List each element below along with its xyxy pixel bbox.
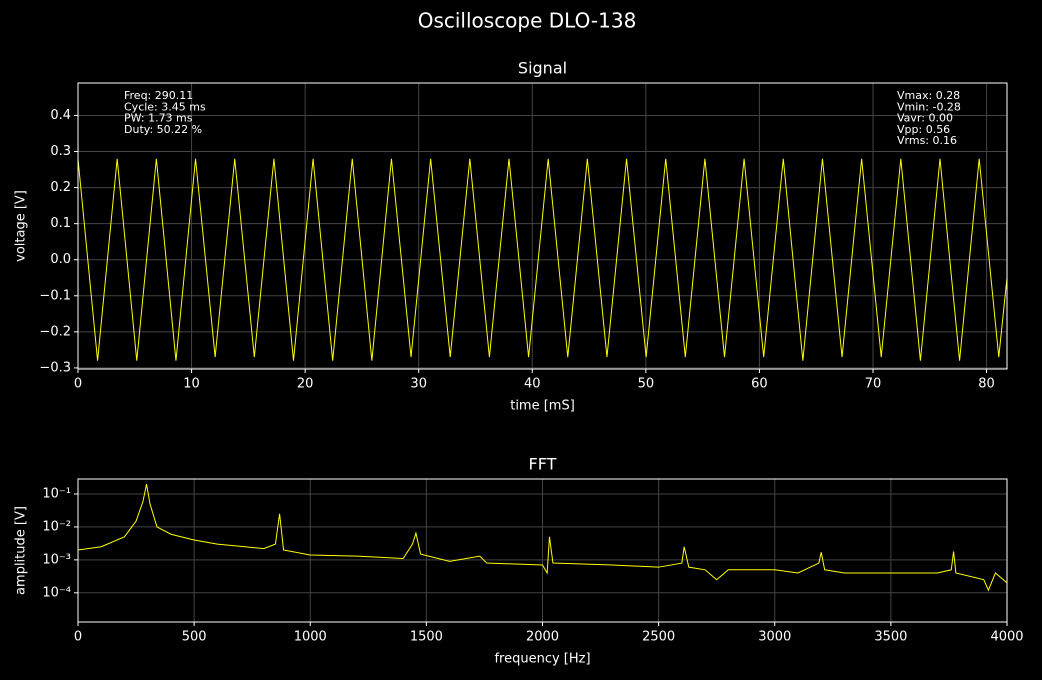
axes-frame <box>77 82 1008 370</box>
x-tick-label: 20 <box>297 377 314 392</box>
y-tick-label: 0.2 <box>50 180 71 195</box>
x-tick-label: 50 <box>638 377 655 392</box>
y-tick-label: 10⁻² <box>42 519 71 534</box>
annotation: Vavr: 0.00 <box>897 112 953 125</box>
subplot-title: Signal <box>518 59 567 78</box>
x-tick-label: 2500 <box>642 630 675 645</box>
annotation: Freq: 290.11 <box>124 89 193 102</box>
y-tick-label: 10⁻⁴ <box>42 585 71 600</box>
x-tick-label: 0 <box>74 630 82 645</box>
x-tick-label: 70 <box>865 377 882 392</box>
x-tick-label: 60 <box>751 377 768 392</box>
x-axis-label: time [mS] <box>510 399 575 414</box>
signal-line <box>77 158 1008 361</box>
x-tick-label: 0 <box>74 377 82 392</box>
annotation: Vrms: 0.16 <box>897 134 957 147</box>
y-axis-label: voltage [V] <box>14 190 29 262</box>
y-tick-label: 0.3 <box>50 144 71 159</box>
signal-line <box>77 483 1008 592</box>
figure-title: Oscilloscope DLO-138 <box>418 9 637 33</box>
x-tick-label: 10 <box>183 377 200 392</box>
annotation: Vpp: 0.56 <box>897 123 950 136</box>
annotation: Vmin: -0.28 <box>897 100 961 113</box>
y-tick-label: 0.4 <box>50 108 71 123</box>
x-tick-label: 40 <box>524 377 541 392</box>
y-tick-label: −0.2 <box>39 324 71 339</box>
annotation: PW: 1.73 ms <box>124 112 193 125</box>
y-tick-label: 10⁻³ <box>42 552 71 567</box>
x-tick-label: 30 <box>410 377 427 392</box>
annotation: Vmax: 0.28 <box>897 89 960 102</box>
annotation: Duty: 50.22 % <box>124 123 202 136</box>
x-tick-label: 3000 <box>758 630 791 645</box>
y-tick-label: −0.3 <box>39 360 71 375</box>
x-tick-label: 1000 <box>294 630 327 645</box>
x-tick-label: 2000 <box>526 630 559 645</box>
y-tick-label: −0.1 <box>39 288 71 303</box>
x-tick-label: 80 <box>978 377 995 392</box>
x-tick-label: 4000 <box>990 630 1023 645</box>
x-tick-label: 1500 <box>410 630 443 645</box>
annotation: Cycle: 3.45 ms <box>124 100 206 113</box>
x-tick-label: 500 <box>182 630 207 645</box>
y-tick-label: 10⁻¹ <box>42 486 71 501</box>
x-tick-label: 3500 <box>874 630 907 645</box>
subplot-title: FFT <box>529 455 557 474</box>
axes-frame <box>77 478 1008 623</box>
x-axis-label: frequency [Hz] <box>494 652 590 667</box>
y-axis-label: amplitude [V] <box>14 506 29 595</box>
y-tick-label: 0.1 <box>50 216 71 231</box>
y-tick-label: 0.0 <box>50 252 71 267</box>
